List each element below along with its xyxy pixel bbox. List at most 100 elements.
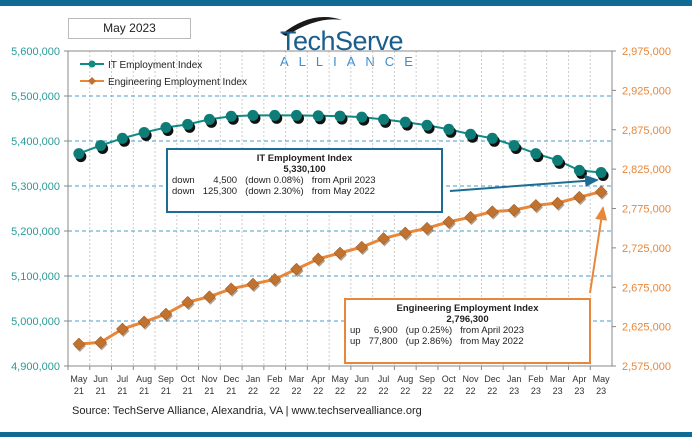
x-tick-label: Jan 22 [246,374,261,396]
left-tick-label: 5,500,000 [11,91,60,103]
eng-marker [529,198,543,212]
x-tick-year: 21 [96,386,106,396]
x-tick-label: Jul 21 [117,374,129,396]
x-tick-month: Jun [355,374,370,384]
x-tick-month: Dec [484,374,501,384]
eng-marker [573,190,586,204]
eng-marker [551,196,564,210]
cell: (down 2.30%) [245,186,304,197]
it-marker [399,116,411,128]
x-tick-label: May 21 [70,374,88,396]
eng-marker [116,322,129,336]
x-tick-label: Oct 21 [181,374,196,396]
eng-marker [333,246,347,260]
it-marker [290,109,302,121]
x-tick-label: Nov 22 [463,374,480,396]
right-tick-label: 2,575,000 [622,361,671,373]
x-tick-year: 23 [553,386,563,396]
eng-marker [246,277,260,291]
x-tick-year: 23 [596,386,606,396]
cell: from April 2023 [311,175,376,186]
eng-callout-title: Engineering Employment Index [396,303,539,314]
eng-callout: Engineering Employment Index 2,796,300 u… [344,298,591,364]
x-tick-year: 22 [248,386,258,396]
cell: up [350,336,361,347]
it-callout-table: down 4,500 (down 0.08%) from April 2023 dow… [168,175,380,197]
bottom-bar [0,432,692,437]
x-tick-label: Jun 21 [93,374,108,396]
cell: down [172,175,195,186]
right-tick-label: 2,775,000 [622,204,671,216]
eng-marker [181,295,195,309]
x-tick-month: Nov [463,374,480,384]
left-tick-label: 4,900,000 [11,361,60,373]
x-tick-month: Apr [311,374,325,384]
eng-marker [420,221,434,235]
x-tick-year: 23 [509,386,519,396]
x-tick-year: 22 [270,386,280,396]
x-tick-label: Nov 21 [201,374,218,396]
x-tick-label: Jun 22 [355,374,370,396]
cell: from May 2022 [460,336,524,347]
it-marker [160,122,172,133]
x-tick-year: 22 [444,386,454,396]
cell: (up 2.86%) [405,336,453,347]
eng-marker [377,232,390,245]
x-tick-label: Mar 23 [550,374,566,396]
x-tick-year: 21 [226,386,236,396]
cell: down [172,186,195,197]
eng-marker [137,315,151,329]
it-marker [95,140,107,151]
x-tick-label: Jul 22 [378,374,390,396]
x-tick-year: 23 [531,386,541,396]
right-tick-label: 2,625,000 [622,322,671,334]
logo-subtext: ALLIANCE [280,54,423,69]
x-tick-year: 21 [204,386,214,396]
x-tick-label: Dec 21 [223,374,240,396]
x-tick-year: 22 [400,386,410,396]
cell: 4,500 [213,175,238,186]
x-tick-year: 22 [466,386,476,396]
eng-marker [398,226,412,240]
left-tick-label: 5,600,000 [11,46,60,58]
eng-marker [290,262,303,276]
x-tick-year: 21 [117,386,127,396]
it-marker [247,109,259,121]
source-note: Source: TechServe Alliance, Alexandria, … [72,405,422,417]
legend-it-marker [88,60,96,68]
x-tick-label: Aug 21 [136,374,152,396]
it-marker [508,140,520,151]
it-marker [312,110,324,122]
cell: from April 2023 [460,325,525,336]
eng-marker [355,240,369,254]
eng-callout-table: up 6,900 (up 0.25%) from April 2023 up 77,80… [346,325,528,347]
date-label: May 2023 [68,18,191,39]
cell: (up 0.25%) [405,325,453,336]
right-tick-label: 2,675,000 [622,282,671,294]
eng-marker [72,337,86,351]
x-tick-month: Apr [572,374,586,384]
right-tick-label: 2,925,000 [622,85,671,97]
x-tick-label: Feb 23 [528,374,544,396]
x-tick-year: 21 [161,386,171,396]
x-tick-month: May [331,374,349,384]
x-tick-month: Mar [289,374,305,384]
x-tick-label: Apr 22 [311,374,325,396]
it-marker [138,126,150,138]
x-tick-month: Aug [397,374,413,384]
x-tick-year: 22 [313,386,323,396]
cell: from May 2022 [311,186,376,197]
x-tick-month: Jan [507,374,522,384]
right-tick-label: 2,975,000 [622,46,671,58]
eng-marker [203,290,216,304]
x-tick-label: Jan 23 [507,374,522,396]
right-tick-label: 2,725,000 [622,243,671,255]
it-marker [378,113,390,125]
it-marker [116,132,128,144]
it-marker [552,154,564,166]
x-tick-year: 21 [74,386,84,396]
eng-marker [464,210,477,224]
x-tick-year: 21 [183,386,193,396]
